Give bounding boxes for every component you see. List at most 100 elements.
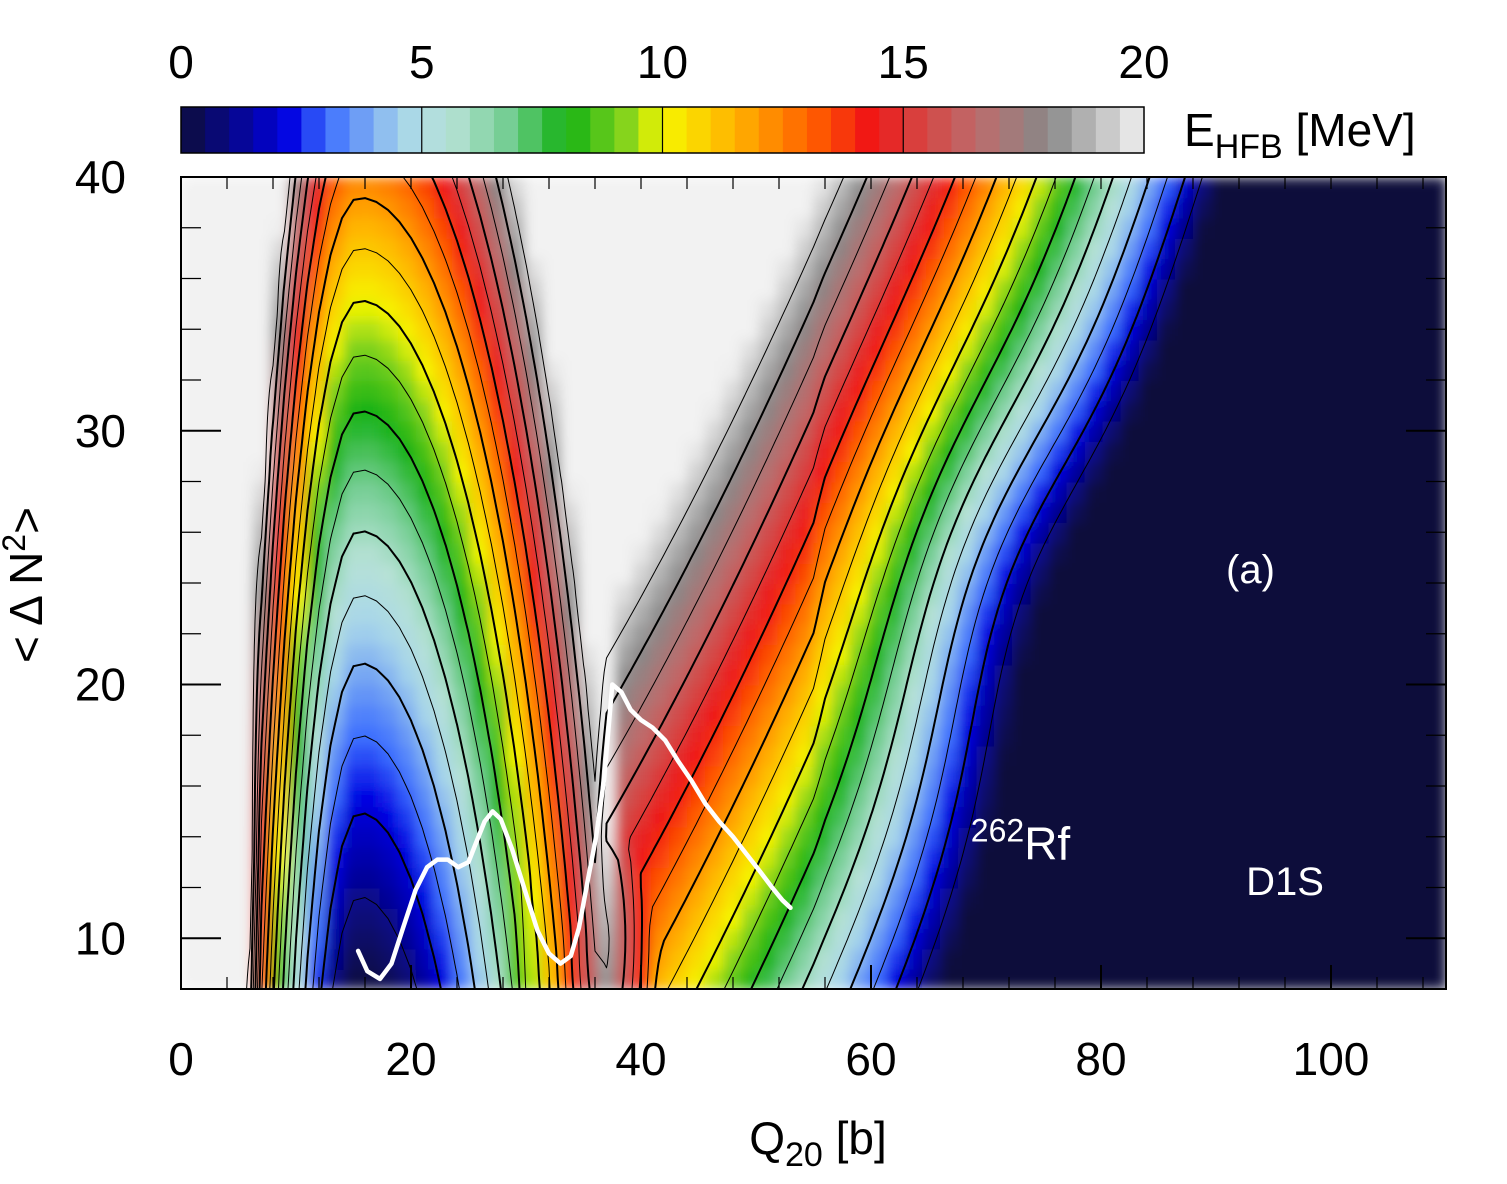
heat-cell <box>1337 887 1357 909</box>
heat-cell <box>1012 603 1032 625</box>
heat-cell <box>632 542 652 564</box>
heat-cell <box>1355 237 1375 260</box>
heat-cell <box>1301 725 1321 747</box>
heat-cell <box>488 562 508 584</box>
heat-cell <box>1355 217 1375 239</box>
heat-cell <box>325 583 345 605</box>
heat-cell <box>1229 745 1249 767</box>
heat-cell <box>1373 237 1393 260</box>
heat-cell <box>1048 237 1068 260</box>
heat-cell <box>217 197 237 219</box>
heat-cell <box>976 583 996 605</box>
heat-cell <box>687 583 707 605</box>
heat-cell <box>632 400 652 422</box>
heat-cell <box>1120 907 1140 930</box>
heat-cell <box>271 298 291 321</box>
colorbar-swatch <box>1047 107 1073 153</box>
heat-cell <box>1247 725 1267 747</box>
heat-cell <box>415 704 435 727</box>
heat-cell <box>614 319 634 341</box>
heat-cell <box>289 948 309 970</box>
heat-cell <box>940 522 960 544</box>
heat-cell <box>199 603 219 625</box>
heat-cell <box>867 725 887 747</box>
heat-cell <box>994 806 1014 828</box>
contour-line-2 <box>320 177 1187 989</box>
heat-cell <box>217 278 237 300</box>
heat-cell <box>1265 380 1285 402</box>
heat-cell <box>1427 501 1446 524</box>
heat-cell <box>994 319 1014 341</box>
heat-cell <box>1373 420 1393 442</box>
heat-cell <box>1012 928 1032 950</box>
heat-cell <box>1391 643 1411 666</box>
heat-cell <box>1030 562 1050 584</box>
heat-cell <box>1084 420 1104 442</box>
heat-cell <box>325 258 345 280</box>
heat-cell <box>289 846 309 869</box>
heat-cell <box>1048 420 1068 442</box>
heat-cell <box>1265 583 1285 605</box>
heat-cell <box>705 583 725 605</box>
heat-cell <box>1373 867 1393 889</box>
heat-cell <box>343 542 363 564</box>
heat-cell <box>1391 440 1411 463</box>
heat-cell <box>1138 928 1158 950</box>
heat-cell <box>1084 684 1104 706</box>
heat-cell <box>723 501 743 524</box>
heat-cell <box>632 237 652 260</box>
heat-cell <box>632 765 652 787</box>
heat-cell <box>994 684 1014 706</box>
heat-cell <box>705 359 725 381</box>
heat-cell <box>1355 583 1375 605</box>
heat-cell <box>1337 704 1357 727</box>
heat-cell <box>199 177 219 199</box>
heat-cell <box>1229 948 1249 970</box>
heat-cell <box>1409 704 1429 727</box>
heat-cell <box>1283 725 1303 747</box>
heat-cell <box>813 440 833 463</box>
heat-cell <box>596 867 616 889</box>
heat-cell <box>1319 177 1339 199</box>
heat-cell <box>397 177 417 199</box>
heat-cell <box>1030 623 1050 645</box>
heat-cell <box>777 684 797 706</box>
colorbar-swatch <box>373 107 399 153</box>
heat-cell <box>325 481 345 503</box>
heat-cell <box>614 522 634 544</box>
heat-cell <box>199 440 219 463</box>
heat-cell <box>867 380 887 402</box>
heat-cell <box>741 359 761 381</box>
heat-cell <box>668 643 688 666</box>
heat-cell <box>1156 339 1176 361</box>
heat-cell <box>885 522 905 544</box>
heat-cell <box>831 704 851 727</box>
heat-cell <box>506 968 526 989</box>
heat-cell <box>1265 237 1285 260</box>
heat-cell <box>596 298 616 321</box>
contour-line-3 <box>312 177 1168 989</box>
heat-cell <box>452 562 472 584</box>
heat-cell <box>434 826 454 848</box>
heat-cell <box>831 664 851 686</box>
heat-cell <box>976 907 996 930</box>
heat-cell <box>994 197 1014 219</box>
heat-cell <box>434 380 454 402</box>
heat-cell <box>1355 501 1375 524</box>
heat-cell <box>1229 583 1249 605</box>
heat-cell <box>921 786 941 808</box>
heat-cell <box>1229 928 1249 950</box>
heat-cell <box>741 928 761 950</box>
heat-cell <box>885 907 905 930</box>
heat-cell <box>777 217 797 239</box>
heat-cell <box>578 481 598 503</box>
heat-cell <box>596 583 616 605</box>
heat-cell <box>650 217 670 239</box>
heat-cell <box>1193 359 1213 381</box>
heat-cell <box>976 420 996 442</box>
heat-cell <box>705 319 725 341</box>
heat-cell <box>1174 765 1194 787</box>
heat-cell <box>361 237 381 260</box>
heat-cell <box>958 846 978 869</box>
heat-cell <box>650 177 670 199</box>
